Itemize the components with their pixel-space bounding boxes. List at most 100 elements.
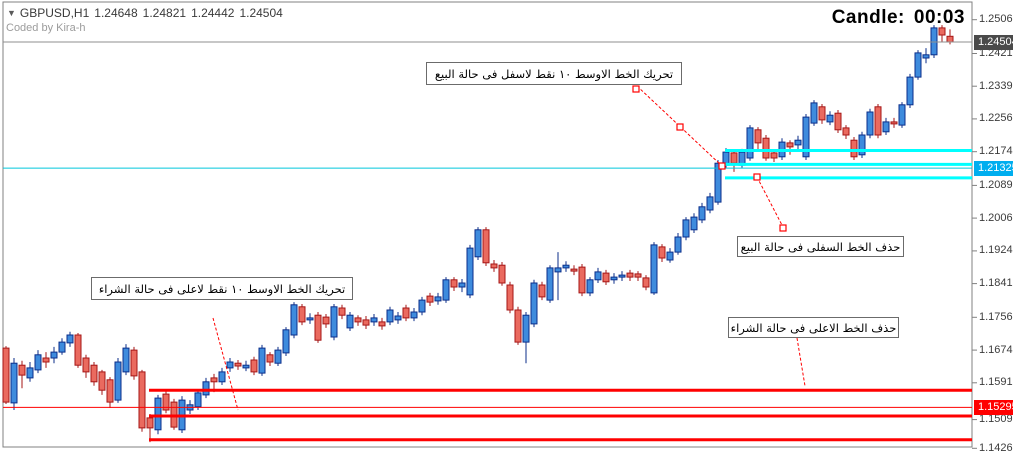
bull-candle-body xyxy=(546,267,554,301)
bear-candle-body xyxy=(338,307,346,316)
axis-label-current-price: 1.24504 xyxy=(974,34,1013,50)
bull-candle-body xyxy=(418,299,426,313)
bear-candle-body xyxy=(626,272,634,278)
axis-tick-label: 1.20890 xyxy=(979,178,1013,191)
annotation-move-mid-down-sell[interactable]: تحريك الخط الاوسط ١٠ نقط لاسفل فى حالة ا… xyxy=(426,62,682,85)
bear-candle-body xyxy=(506,284,514,311)
bull-candle-body xyxy=(858,134,866,156)
bull-candle-body xyxy=(746,127,754,159)
bear-candle-body xyxy=(74,334,82,366)
bear-candle-body xyxy=(482,229,490,264)
bear-candle-body xyxy=(498,264,506,284)
bull-candle-body xyxy=(810,102,818,124)
bear-candle-body xyxy=(570,268,578,272)
axis-tick-label: 1.18415 xyxy=(979,277,1013,290)
bull-candle-body xyxy=(274,349,282,364)
bull-candle-body xyxy=(442,279,450,301)
bear-candle-body xyxy=(538,284,546,298)
bull-candle-body xyxy=(826,114,834,123)
pointer-sell-mid-handle[interactable] xyxy=(676,123,684,131)
pointer-sell-lower[interactable] xyxy=(756,176,784,228)
bull-candle-body xyxy=(906,76,914,106)
annotation-move-mid-up-buy[interactable]: تحريك الخط الاوسط ١٠ نقط لاعلى فى حالة ا… xyxy=(91,277,353,300)
axis-tick-label: 1.24215 xyxy=(979,47,1013,59)
pointer-sell-mid[interactable] xyxy=(636,85,723,167)
bull-candle-body xyxy=(866,111,874,136)
bull-candle-body xyxy=(466,247,474,296)
bull-candle-body xyxy=(242,364,250,369)
bear-candle-body xyxy=(602,272,610,283)
pointer-buy-upper[interactable] xyxy=(796,337,806,387)
candle-timer: Candle: 00:03 xyxy=(832,7,965,29)
chart-ohlc-header: ▼ GBPUSD,H1 1.24648 1.24821 1.24442 1.24504 xyxy=(7,6,283,20)
bull-candle-body xyxy=(58,341,66,353)
annotation-delete-upper-buy[interactable]: حذف الخط الاعلى فى حالة الشراء xyxy=(728,317,899,338)
axis-tick-label: 1.16740 xyxy=(979,343,1013,356)
bull-candle-body xyxy=(410,311,418,319)
bull-candle-body xyxy=(674,236,682,253)
bear-candle-body xyxy=(426,295,434,303)
bull-candle-body xyxy=(218,371,226,383)
bull-candle-body xyxy=(698,206,706,221)
bull-candle-body xyxy=(282,329,290,354)
credit-label: Coded by Kira-h xyxy=(6,22,86,34)
bull-candle-body xyxy=(434,296,442,302)
axis-tick-label: 1.23390 xyxy=(979,79,1013,92)
bull-candle-body xyxy=(690,216,698,231)
bull-candle-body xyxy=(714,162,722,203)
bear-candle-body xyxy=(90,364,98,383)
bear-candle-body xyxy=(938,27,946,36)
bear-candle-body xyxy=(298,306,306,323)
bull-candle-body xyxy=(618,274,626,278)
bear-candle-body xyxy=(106,379,114,403)
bull-candle-body xyxy=(370,317,378,323)
bull-candle-body xyxy=(290,304,298,336)
bull-candle-body xyxy=(346,314,354,329)
axis-tick-label: 1.19240 xyxy=(979,244,1013,257)
bull-candle-body xyxy=(386,309,394,323)
bear-candle-body xyxy=(402,307,410,319)
pointer-buy-mid[interactable] xyxy=(212,317,239,411)
bear-candle-body xyxy=(322,316,330,325)
pointer-sell-mid-handle[interactable] xyxy=(632,85,640,93)
bear-candle-body xyxy=(658,246,666,259)
bull-candle-body xyxy=(474,229,482,258)
annotation-delete-lower-sell[interactable]: حذف الخط السفلى فى حالة البيع xyxy=(737,236,904,257)
bull-candle-body xyxy=(922,54,930,59)
bull-candle-body xyxy=(194,392,202,408)
bull-candle-body xyxy=(666,251,674,261)
bear-candle-body xyxy=(42,357,50,363)
ohlc-close-value: 1.24504 xyxy=(239,6,283,20)
pointer-sell-mid-handle[interactable] xyxy=(718,162,726,170)
bear-candle-body xyxy=(266,354,274,363)
bull-candle-body xyxy=(122,347,130,373)
bear-candle-body xyxy=(642,277,650,288)
bull-candle-body xyxy=(522,314,530,343)
bear-candle-body xyxy=(146,417,154,429)
bear-candle-body xyxy=(834,112,842,131)
bear-candle-body xyxy=(2,347,10,403)
bear-candle-body xyxy=(730,152,738,164)
pointer-sell-lower-handle[interactable] xyxy=(779,224,787,232)
axis-tick-label: 1.25065 xyxy=(979,13,1013,26)
bull-candle-body xyxy=(114,361,122,401)
bull-candle-body xyxy=(562,264,570,269)
bull-candle-body xyxy=(394,315,402,321)
pointer-sell-lower-handle[interactable] xyxy=(753,173,761,181)
bull-candle-body xyxy=(258,347,266,374)
axis-tick-label: 1.21740 xyxy=(979,145,1013,158)
bear-candle-body xyxy=(754,129,762,144)
bear-candle-body xyxy=(514,309,522,343)
bull-candle-body xyxy=(914,52,922,78)
bull-candle-body xyxy=(10,362,18,404)
symbol-dropdown-icon[interactable]: ▼ xyxy=(7,8,16,18)
bull-candle-body xyxy=(586,279,594,294)
bear-candle-body xyxy=(362,319,370,326)
axis-tick-label: 1.14265 xyxy=(979,441,1013,452)
bull-candle-body xyxy=(794,139,802,146)
candle-timer-value: 00:03 xyxy=(913,7,965,28)
bull-candle-body xyxy=(306,317,314,321)
candle-timer-label: Candle: xyxy=(831,7,905,28)
bear-candle-body xyxy=(786,142,794,148)
bull-candle-body xyxy=(66,334,74,344)
